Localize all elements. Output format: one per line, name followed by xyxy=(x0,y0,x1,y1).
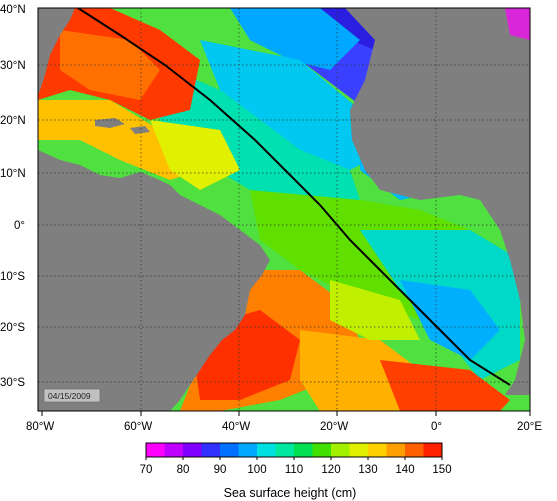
colorbar-swatch xyxy=(312,443,332,457)
colorbar-title: Sea surface height (cm) xyxy=(224,486,357,500)
colorbar-tick-label: 80 xyxy=(177,464,190,476)
lon-label: 20°E xyxy=(517,421,542,433)
lat-label: 10°N xyxy=(0,168,26,180)
colorbar-tick-label: 120 xyxy=(321,464,340,476)
colorbar-swatch xyxy=(423,443,443,457)
colorbar-tick-label: 130 xyxy=(358,464,377,476)
colorbar-tick-label: 90 xyxy=(214,464,227,476)
colorbar-tick-label: 140 xyxy=(395,464,414,476)
colorbar-tick-label: 70 xyxy=(140,464,153,476)
colorbar-swatch xyxy=(294,443,313,457)
south-america-landmass xyxy=(38,150,270,411)
colorbar-swatches xyxy=(146,443,443,457)
lon-label: 0° xyxy=(431,421,442,433)
lon-label: 60°W xyxy=(124,421,152,433)
colorbar-tick-label: 100 xyxy=(247,464,266,476)
longitude-labels: 80°W 60°W 40°W 20°W 0° 20°E xyxy=(26,421,542,433)
cruise-track-line xyxy=(77,8,511,386)
colorbar-swatch xyxy=(386,443,406,457)
colorbar: 70 80 90 100 110 120 130 140 150 Sea surface hei… xyxy=(140,442,452,500)
date-stamp: 04/15/2009 xyxy=(43,388,101,403)
africa-landmass xyxy=(345,8,530,395)
graticule xyxy=(38,8,530,411)
colorbar-swatch xyxy=(275,443,295,457)
lat-label: 40°N xyxy=(0,4,26,16)
colorbar-swatch xyxy=(201,443,221,457)
date-text: 04/15/2009 xyxy=(48,391,91,401)
lat-label: 20°S xyxy=(0,322,25,334)
lon-label: 20°W xyxy=(320,421,348,433)
lat-label: 30°S xyxy=(0,377,25,389)
lat-label: 30°N xyxy=(0,60,26,72)
lon-label: 80°W xyxy=(26,421,54,433)
colorbar-swatch xyxy=(257,443,276,457)
colorbar-swatch xyxy=(368,443,387,457)
colorbar-swatch xyxy=(405,443,424,457)
land xyxy=(38,8,530,411)
colorbar-tick-label: 150 xyxy=(432,464,451,476)
colorbar-swatch xyxy=(220,443,239,457)
colorbar-tick-label: 110 xyxy=(285,464,303,476)
lat-label: 10°S xyxy=(0,271,25,283)
colorbar-swatch xyxy=(238,443,258,457)
latitude-labels: 40°N 30°N 20°N 10°N 0° 10°S 20°S 30°S xyxy=(0,4,26,389)
map-plot-area: 04/15/2009 xyxy=(38,8,530,411)
colorbar-tick-labels: 70 80 90 100 110 120 130 140 150 xyxy=(140,457,452,476)
colorbar-swatch xyxy=(164,443,184,457)
lat-label: 20°N xyxy=(0,115,26,127)
colorbar-swatch xyxy=(183,443,202,457)
lat-label: 0° xyxy=(14,220,25,232)
north-america-landmass xyxy=(38,8,75,95)
colorbar-swatch xyxy=(349,443,369,457)
map-frame xyxy=(37,7,531,412)
axis-ticks xyxy=(41,411,531,416)
colorbar-swatch xyxy=(331,443,350,457)
lon-label: 40°W xyxy=(222,421,250,433)
colorbar-swatch xyxy=(146,443,165,457)
